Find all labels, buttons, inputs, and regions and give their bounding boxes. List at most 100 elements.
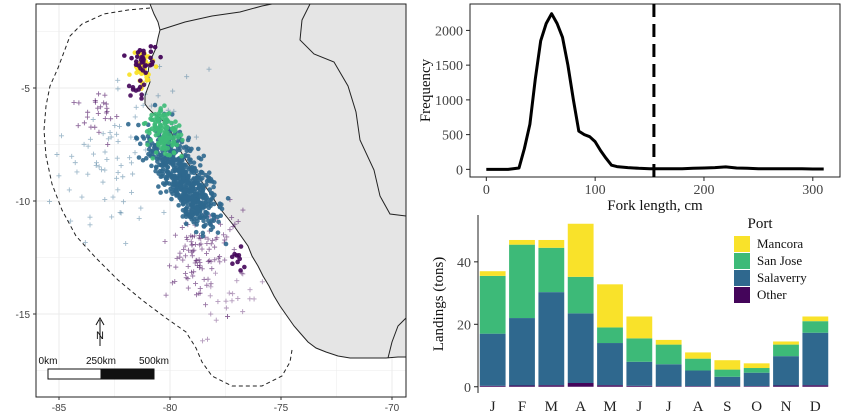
- observation-point: [92, 99, 98, 105]
- observation-point: [201, 218, 206, 224]
- bar-segment-mancora: [567, 223, 594, 277]
- bar-segment-other: [773, 385, 799, 387]
- observation-point: [128, 93, 133, 98]
- observation-point: [148, 55, 153, 61]
- observation-point: [193, 292, 199, 298]
- observation-point: [217, 259, 223, 265]
- observation-point: [126, 83, 132, 89]
- observation-point: [179, 224, 185, 230]
- observation-point: [28, 146, 33, 151]
- observation-point: [225, 313, 231, 319]
- observation-point: [147, 62, 153, 68]
- observation-point: [170, 88, 176, 94]
- observation-point: [207, 293, 213, 299]
- line-y-tick-label: 1000: [435, 94, 463, 109]
- observation-point: [105, 142, 111, 148]
- observation-point: [200, 170, 205, 176]
- bar-segment-salaverry: [773, 356, 799, 386]
- observation-point: [87, 222, 93, 228]
- observation-point: [144, 75, 149, 80]
- observation-point: [208, 222, 214, 228]
- bar-segment-san_jose: [538, 247, 565, 293]
- observation-point: [149, 112, 154, 118]
- bar-segment-other: [685, 386, 711, 387]
- observation-point: [189, 253, 195, 259]
- bar-segment-mancora: [509, 239, 535, 245]
- legend-swatch-other: [734, 287, 750, 303]
- observation-point: [116, 123, 122, 129]
- observation-point: [208, 203, 213, 209]
- bar-segment-salaverry: [479, 333, 506, 386]
- observation-point: [141, 48, 146, 54]
- observation-point: [172, 279, 178, 285]
- observation-point: [190, 201, 196, 206]
- observation-point: [206, 246, 212, 252]
- bar-segment-other: [597, 385, 623, 387]
- observation-point: [144, 129, 150, 134]
- observation-point: [240, 309, 246, 315]
- observation-point: [206, 218, 211, 224]
- observation-point: [136, 87, 141, 92]
- north-arrow: N: [95, 316, 105, 346]
- observation-point: [221, 232, 227, 238]
- bar-segment-mancora: [597, 284, 623, 328]
- observation-point: [81, 141, 87, 147]
- observation-point: [135, 50, 141, 55]
- observation-point: [212, 192, 217, 198]
- observation-point: [102, 197, 108, 203]
- observation-point: [192, 165, 197, 171]
- observation-point: [199, 246, 205, 252]
- observation-point: [132, 150, 138, 156]
- legend-title: Port: [747, 216, 773, 232]
- observation-point: [103, 110, 109, 116]
- line-chart-axes: 0 100 200 300 0 500 1000 1500 2000: [435, 24, 823, 198]
- observation-point: [185, 137, 191, 143]
- observation-point: [174, 255, 180, 261]
- observation-point: [229, 214, 235, 220]
- observation-point: [100, 131, 106, 137]
- observation-point: [180, 137, 185, 143]
- observation-point: [189, 242, 195, 248]
- bar-segment-other: [802, 385, 829, 387]
- observation-point: [95, 105, 101, 111]
- observation-point: [168, 186, 173, 192]
- observation-point: [92, 124, 98, 130]
- observation-point: [180, 214, 186, 219]
- observation-point: [114, 155, 120, 161]
- observation-point: [226, 290, 232, 296]
- observation-point: [196, 291, 202, 297]
- bar-x-tick-label: J: [636, 399, 642, 414]
- bar-x-tick-label: O: [751, 399, 762, 414]
- observation-point: [171, 150, 177, 155]
- observation-point: [204, 336, 210, 342]
- observation-point: [134, 54, 140, 60]
- observation-point: [158, 190, 163, 195]
- observation-point: [242, 264, 247, 270]
- observation-point: [148, 49, 154, 55]
- observation-point: [237, 256, 243, 262]
- observation-point: [101, 100, 107, 106]
- observation-point: [183, 210, 188, 215]
- observation-point: [208, 241, 214, 247]
- observation-point: [180, 201, 186, 206]
- bar-segment-salaverry: [743, 372, 770, 387]
- observation-point: [184, 204, 190, 210]
- map-x-tick-label: -80: [163, 403, 178, 414]
- observation-point: [223, 241, 229, 247]
- observation-point: [251, 296, 257, 302]
- bar-segment-san_jose: [685, 358, 711, 371]
- border-line: [387, 317, 406, 359]
- observation-point: [137, 141, 143, 147]
- observation-point: [173, 119, 178, 124]
- observation-point: [190, 204, 196, 209]
- observation-point: [87, 136, 93, 142]
- observation-point: [103, 101, 109, 107]
- observation-point: [236, 252, 242, 258]
- observation-point: [197, 290, 203, 296]
- observation-point: [139, 96, 144, 101]
- observation-point: [184, 234, 190, 240]
- observation-point: [68, 218, 74, 224]
- observation-point: [96, 164, 102, 170]
- observation-point: [172, 232, 178, 238]
- observation-point: [152, 122, 157, 127]
